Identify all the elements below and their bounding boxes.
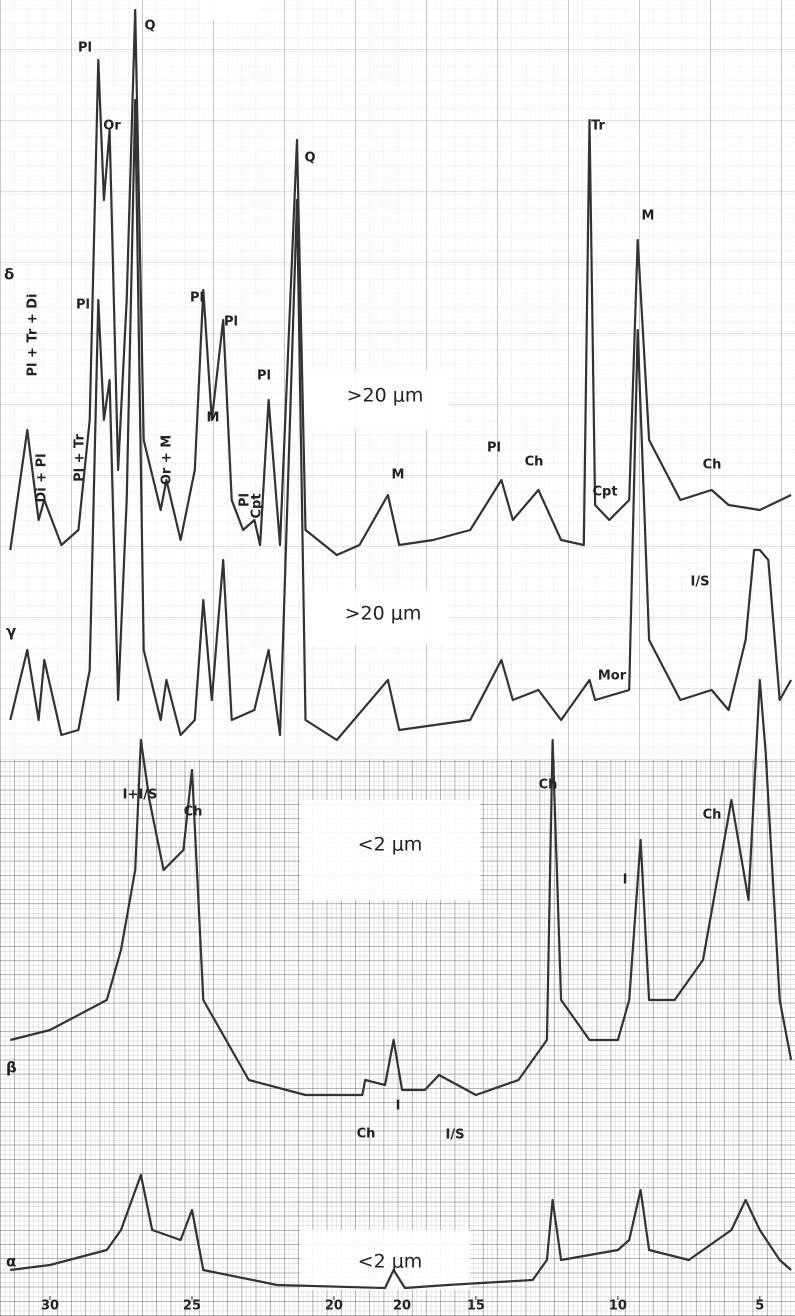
peak-label: Tr [591, 119, 605, 134]
peak-label: M [207, 411, 220, 426]
peak-label: Pl [190, 291, 204, 306]
peak-label: M [642, 209, 655, 224]
x-tick-label: 20 [325, 1299, 343, 1314]
peak-label: I+I/S [123, 788, 158, 803]
peak-label: I [623, 873, 628, 888]
peak-label: <2 μm [358, 834, 423, 856]
peak-label: Pl [78, 41, 92, 56]
peak-label: Pl + Tr [73, 434, 88, 482]
peak-label: Pl [224, 315, 238, 330]
series-name: β [6, 1059, 17, 1077]
peak-label: M [392, 468, 405, 483]
peak-label: >20 μm [347, 385, 424, 407]
peak-label: Ch [539, 778, 558, 793]
peak-label: >20 μm [345, 603, 422, 625]
axis-note: 20 [393, 1299, 411, 1314]
chart: α β γ δ 30 25 20 15 10 5 20 Pl Q Or Pl Pl Pl M Pl Pl + Tr +… [0, 0, 795, 1316]
peak-label: Di + Pl [35, 453, 50, 502]
peak-label: Mor [598, 669, 627, 684]
x-tick-label: 30 [41, 1299, 59, 1314]
peak-label: Ch [184, 805, 203, 820]
peak-label: I [396, 1099, 401, 1114]
peak-label: I/S [691, 575, 710, 590]
peak-label: Or [103, 119, 121, 134]
series-name: γ [6, 623, 16, 641]
peak-label: Q [304, 151, 315, 166]
peak-label: Ch [357, 1127, 376, 1142]
peak-label: I/S [446, 1128, 465, 1143]
peak-label: Ch [703, 808, 722, 823]
x-tick-label: 15 [467, 1299, 485, 1314]
peak-label: Pl [257, 369, 271, 384]
peak-label: Cpt [592, 485, 617, 500]
diffractogram: α β γ δ 30 25 20 15 10 5 20 Pl Q Or Pl Pl Pl M Pl Pl + Tr +… [0, 0, 795, 1316]
peak-label: Ch [525, 455, 544, 470]
peak-label: Ch [703, 458, 722, 473]
label-patch [200, 0, 260, 20]
peak-label: Q [144, 19, 155, 34]
x-tick-label: 5 [755, 1299, 764, 1314]
peak-label: Pl [76, 298, 90, 313]
x-tick-label: 25 [183, 1299, 201, 1314]
peak-label: Pl [487, 441, 501, 456]
peak-label: Or + M [160, 435, 175, 485]
peak-label: Cpt [250, 493, 265, 518]
peak-label: Pl + Tr + Di [26, 294, 41, 377]
series-name: δ [4, 266, 14, 284]
series-name: α [6, 1253, 16, 1271]
peak-label: <2 μm [358, 1251, 423, 1273]
x-tick-label: 10 [609, 1299, 627, 1314]
